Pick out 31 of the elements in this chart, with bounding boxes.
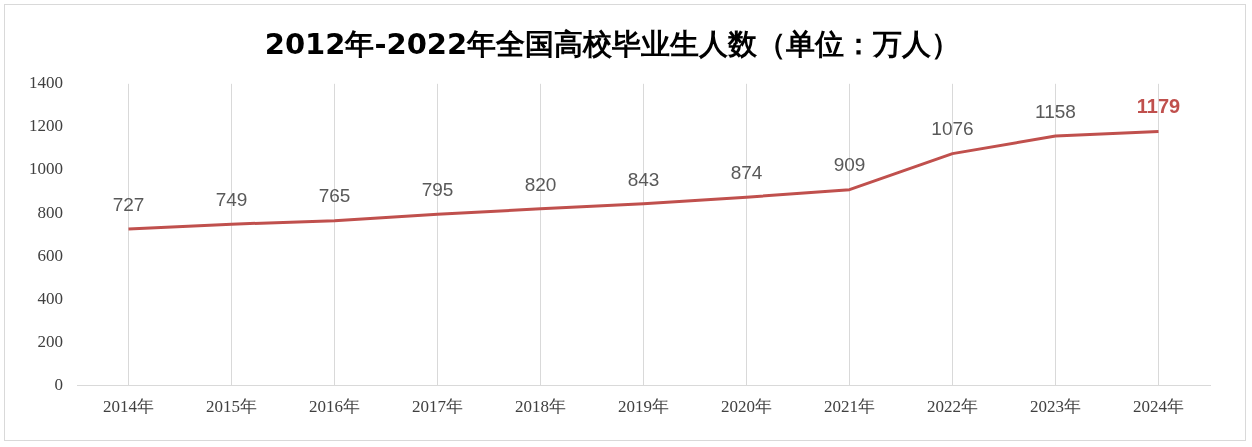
data-label: 727 — [112, 193, 145, 215]
data-label: 820 — [524, 173, 557, 195]
y-tick-label: 1400 — [29, 73, 63, 93]
x-tick-label: 2017年 — [412, 397, 463, 417]
data-label: 909 — [833, 154, 866, 176]
x-tick-label: 2015年 — [206, 397, 257, 417]
x-tick-label: 2022年 — [927, 397, 978, 417]
x-tick-label: 2019年 — [618, 397, 669, 417]
x-tick-label: 2016年 — [309, 397, 360, 417]
y-tick-label: 600 — [37, 245, 63, 265]
data-label: 765 — [318, 185, 351, 207]
data-label: 1076 — [931, 118, 974, 140]
data-label: 1158 — [1035, 100, 1076, 122]
x-tick-label: 2014年 — [103, 397, 154, 417]
y-tick-label: 400 — [37, 288, 63, 308]
x-tick-label: 2018年 — [515, 397, 566, 417]
y-tick-label: 0 — [54, 375, 63, 395]
x-tick-label: 2021年 — [824, 397, 875, 417]
y-tick-label: 1000 — [29, 159, 63, 179]
y-tick-label: 800 — [37, 202, 63, 222]
data-label: 749 — [215, 188, 248, 210]
y-tick-label: 1200 — [29, 116, 63, 136]
y-tick-label: 200 — [37, 331, 63, 351]
data-label: 795 — [421, 178, 454, 200]
data-label: 1179 — [1136, 94, 1181, 117]
data-label: 874 — [730, 161, 763, 183]
x-tick-label: 2020年 — [721, 397, 772, 417]
chart-title: 2012年-2022年全国高校毕业生人数（单位：万人） — [264, 26, 961, 61]
data-label: 843 — [627, 168, 660, 190]
x-tick-label: 2023年 — [1030, 397, 1081, 417]
x-tick-label: 2024年 — [1133, 397, 1184, 417]
